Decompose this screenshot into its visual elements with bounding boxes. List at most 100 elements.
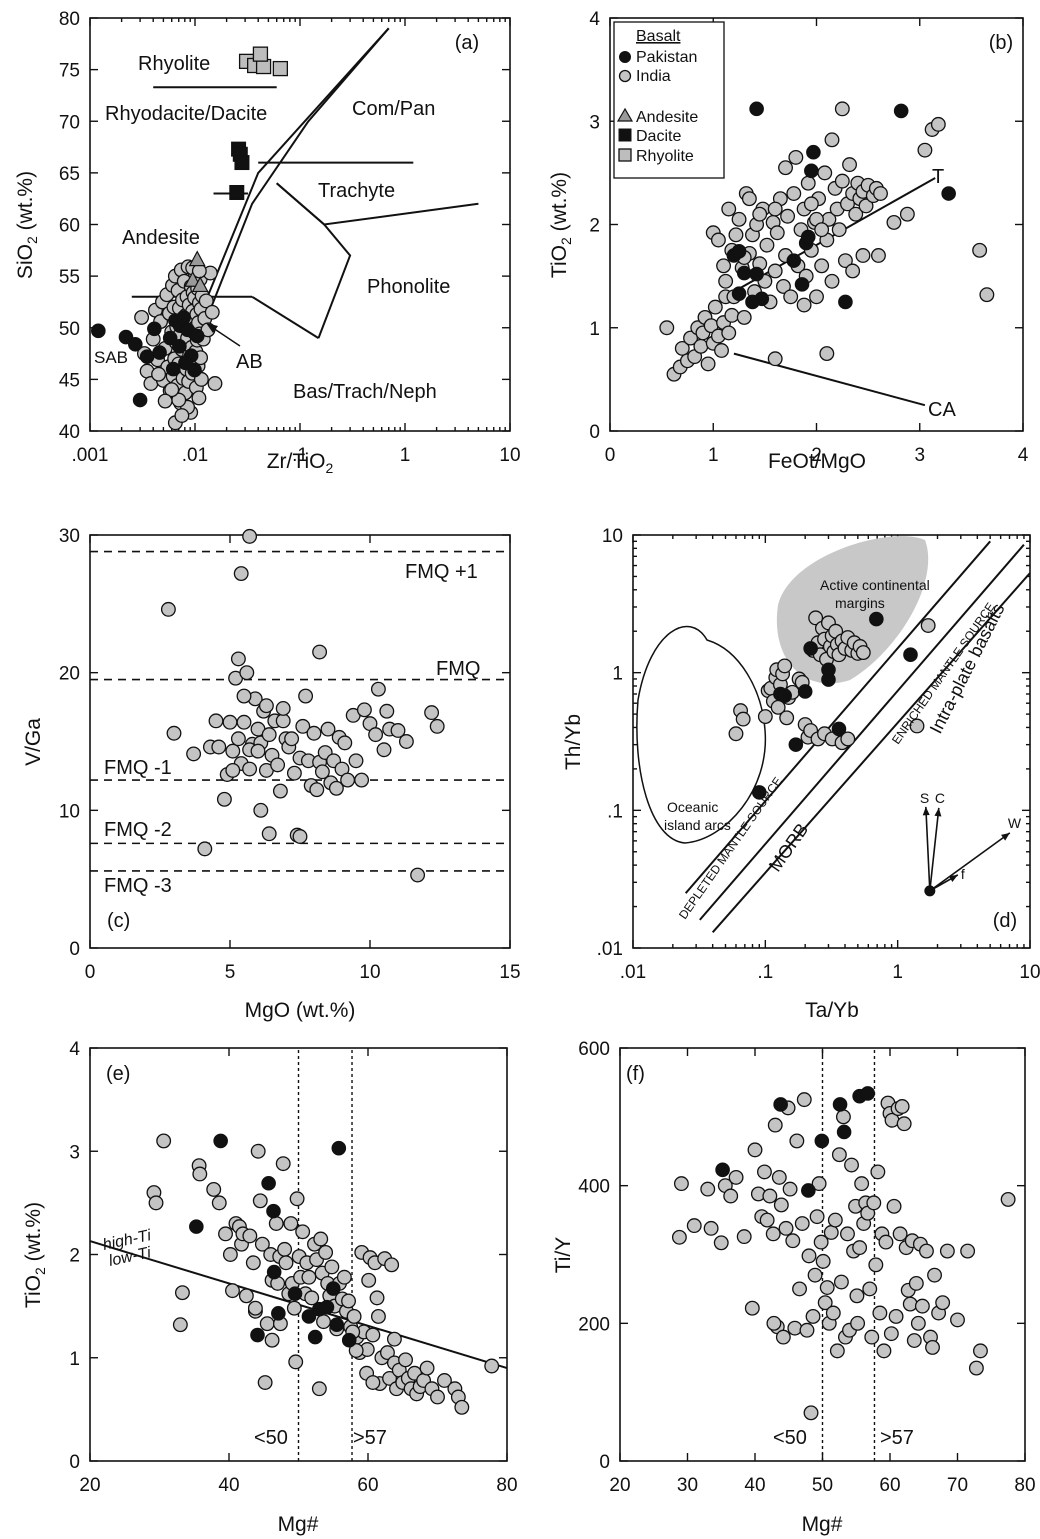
field-boundary bbox=[251, 295, 320, 339]
point-india bbox=[849, 1288, 865, 1304]
legend-marker-india bbox=[618, 69, 632, 83]
point-india bbox=[257, 1375, 273, 1390]
point-india bbox=[908, 1275, 924, 1291]
x-tick-label: 2 bbox=[811, 445, 822, 466]
point-india bbox=[369, 1290, 385, 1306]
point-india bbox=[731, 211, 747, 227]
y-tick-label: 1 bbox=[589, 319, 600, 340]
point-india bbox=[896, 1116, 912, 1132]
point-india bbox=[261, 727, 277, 743]
point-pakistan bbox=[869, 611, 884, 627]
point-india bbox=[301, 1269, 317, 1285]
point-india bbox=[778, 1220, 794, 1236]
y-tick-label: .1 bbox=[607, 801, 623, 822]
point-india bbox=[174, 408, 190, 423]
point-india bbox=[336, 1269, 352, 1285]
point-india bbox=[803, 196, 819, 212]
legend-pakistan: Pakistan bbox=[636, 49, 697, 66]
point-india bbox=[914, 1298, 930, 1314]
point-india bbox=[787, 1320, 803, 1336]
point-india bbox=[855, 645, 871, 660]
point-india bbox=[814, 222, 830, 238]
point-india bbox=[198, 293, 214, 309]
point-dacite bbox=[229, 184, 245, 200]
y-tick-label: 50 bbox=[59, 319, 80, 340]
point-pakistan bbox=[794, 277, 810, 292]
point-india bbox=[295, 1224, 311, 1240]
x-tick-label: .01 bbox=[182, 445, 208, 466]
point-india bbox=[365, 1327, 381, 1343]
point-india bbox=[348, 753, 364, 769]
point-india bbox=[807, 1267, 823, 1283]
point-pakistan bbox=[715, 1162, 730, 1178]
point-india bbox=[823, 1225, 839, 1240]
point-india bbox=[767, 201, 783, 217]
x-tick-label: .001 bbox=[72, 445, 109, 466]
panel-f-points bbox=[671, 1086, 1016, 1421]
field-bas-trach-neph: Bas/Trach/Neph bbox=[293, 381, 437, 403]
point-india bbox=[824, 132, 840, 148]
x-tick-label: .01 bbox=[620, 962, 646, 983]
point-india bbox=[348, 1343, 364, 1358]
field-phonolite: Phonolite bbox=[367, 276, 450, 298]
point-india bbox=[242, 1228, 258, 1244]
point-india bbox=[700, 1181, 716, 1197]
point-india bbox=[716, 258, 732, 274]
point-pakistan bbox=[319, 1299, 335, 1315]
point-india bbox=[354, 772, 370, 788]
point-india bbox=[777, 658, 793, 674]
acm-label-2: margins bbox=[835, 595, 885, 611]
ab-arrow-head bbox=[206, 323, 218, 333]
panel-c-frame bbox=[89, 534, 511, 949]
point-india bbox=[747, 1142, 763, 1158]
point-pakistan bbox=[341, 1332, 357, 1348]
point-pakistan bbox=[786, 253, 802, 268]
x-tick-label: 10 bbox=[499, 445, 520, 466]
point-pakistan bbox=[172, 339, 187, 354]
point-india bbox=[769, 225, 785, 241]
point-india bbox=[778, 160, 793, 176]
point-india bbox=[773, 1197, 789, 1213]
point-india bbox=[382, 1370, 397, 1386]
panel-d-x-label: Ta/Yb bbox=[805, 999, 859, 1022]
point-india bbox=[211, 739, 227, 755]
point-india bbox=[216, 791, 232, 807]
point-india bbox=[286, 765, 302, 781]
point-india bbox=[930, 116, 946, 132]
point-india bbox=[272, 783, 288, 799]
legend-andesite: Andesite bbox=[636, 109, 698, 126]
point-india bbox=[799, 1322, 815, 1338]
y-tick-label: 2 bbox=[69, 1246, 80, 1267]
point-india bbox=[368, 727, 384, 743]
x-tick-label: 50 bbox=[812, 1475, 833, 1496]
panel-a-field-boundaries bbox=[131, 27, 479, 349]
point-india bbox=[390, 723, 406, 738]
panel-f-label: (f) bbox=[626, 1063, 645, 1085]
point-india bbox=[252, 1193, 268, 1209]
point-india bbox=[789, 1133, 805, 1149]
point-india bbox=[783, 289, 799, 305]
x-tick-label: 15 bbox=[499, 962, 520, 983]
point-india bbox=[776, 279, 791, 294]
point-india bbox=[786, 186, 802, 201]
point-india bbox=[876, 1343, 892, 1359]
point-india bbox=[164, 382, 180, 398]
point-india bbox=[871, 248, 886, 263]
mixing-vector bbox=[929, 832, 1011, 892]
point-india bbox=[197, 841, 213, 857]
point-india bbox=[796, 297, 812, 313]
y-tick-label: 80 bbox=[59, 9, 80, 30]
panel-c-label: (c) bbox=[107, 910, 130, 932]
panel-f-ticks: 20 30 40 50 60 70 80 0 200 400 600 bbox=[578, 1039, 1035, 1496]
point-india bbox=[247, 1300, 263, 1316]
point-pakistan bbox=[860, 1086, 876, 1101]
fmq-minus1-label: FMQ -1 bbox=[104, 757, 172, 779]
point-india bbox=[950, 1312, 965, 1328]
point-india bbox=[292, 829, 308, 844]
y-tick-label: 1 bbox=[69, 1349, 80, 1370]
point-india bbox=[888, 1308, 904, 1324]
point-india bbox=[886, 214, 902, 230]
point-india bbox=[324, 1259, 340, 1275]
point-india bbox=[902, 1296, 918, 1312]
point-india bbox=[883, 1326, 899, 1342]
